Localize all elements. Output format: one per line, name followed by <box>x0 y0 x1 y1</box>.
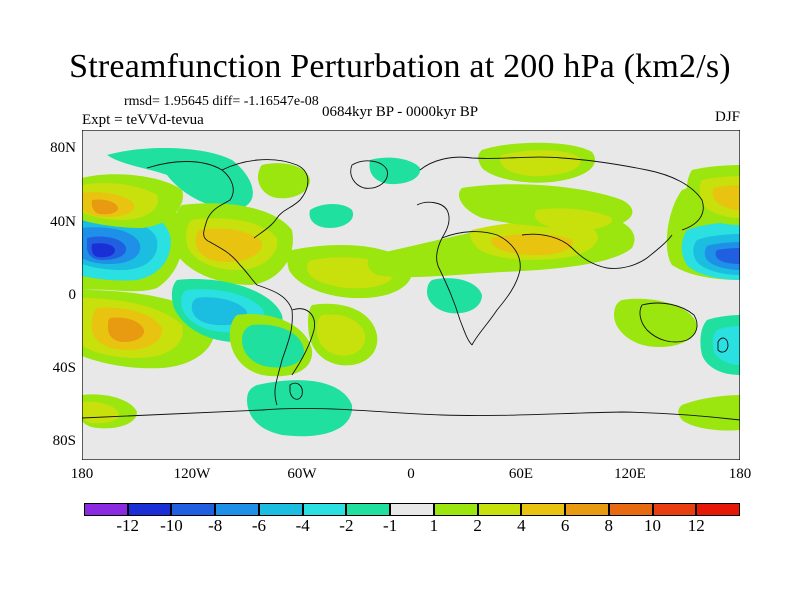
labelbar-label: 8 <box>604 516 614 535</box>
x-tick-label: 60W <box>287 466 317 482</box>
field-region <box>108 317 145 342</box>
labelbar-label: 4 <box>517 516 526 535</box>
field-region <box>242 324 304 368</box>
field-region <box>499 150 581 177</box>
coastline <box>146 161 258 286</box>
labelbar-label: -4 <box>295 516 310 535</box>
field-region <box>712 185 740 210</box>
field-region <box>490 233 573 256</box>
labelbar-box <box>346 503 391 516</box>
coastline <box>717 337 729 353</box>
labelbar-box <box>84 503 128 516</box>
field-region <box>91 243 115 258</box>
coastline <box>291 308 315 376</box>
labelbar-box <box>171 503 216 516</box>
labelbar-box <box>302 503 347 516</box>
y-tick-label: 40S <box>52 360 76 376</box>
field-region <box>309 204 354 228</box>
experiment-label: Expt = teVVd-tevua <box>82 112 204 128</box>
labelbar-box <box>477 503 522 516</box>
labelbar-box <box>521 503 566 516</box>
x-tick-label: 120E <box>614 466 646 482</box>
map-plot <box>82 130 740 460</box>
field-region <box>316 314 366 356</box>
field-region <box>195 228 263 262</box>
coastline <box>221 159 309 239</box>
labelbar-box <box>390 503 434 516</box>
labelbar-box <box>258 503 303 516</box>
field-region <box>191 297 248 326</box>
y-tick-label: 0 <box>68 287 77 303</box>
field-region <box>534 208 613 230</box>
x-tick-label: 180 <box>728 466 752 482</box>
labelbar-box <box>565 503 609 516</box>
x-tick-label: 0 <box>407 466 415 482</box>
labelbar-label: 10 <box>644 516 662 535</box>
labelbar-box <box>696 503 740 516</box>
labelbar-label: -1 <box>383 516 398 535</box>
x-tick-label: 180 <box>70 466 94 482</box>
labelbar-label: 1 <box>429 516 439 535</box>
field-region <box>712 326 740 365</box>
coastline <box>289 382 303 400</box>
coastline <box>639 302 698 343</box>
coastline <box>521 233 673 269</box>
labelbar-box <box>127 503 172 516</box>
coastline <box>256 284 293 406</box>
field-region <box>107 148 253 209</box>
labelbar-box <box>433 503 478 516</box>
coastline <box>419 156 704 231</box>
labelbar-label: -10 <box>160 516 183 535</box>
field-region <box>257 163 310 199</box>
labelbar-box <box>215 503 259 516</box>
y-tick-label: 40N <box>50 214 76 230</box>
labelbar-label: -6 <box>251 516 266 535</box>
labelbar-label: -12 <box>116 516 140 535</box>
coastline <box>441 231 521 346</box>
field-region <box>91 199 118 215</box>
field-region <box>614 298 697 348</box>
stats-text: rmsd= 1.95645 diff= -1.16547e-08 <box>124 94 319 109</box>
contour-field <box>82 142 740 437</box>
x-tick-label: 120W <box>173 466 211 482</box>
y-tick-label: 80N <box>50 140 76 156</box>
labelbar-box <box>608 503 653 516</box>
field-region <box>678 395 740 431</box>
coastlines <box>82 156 740 421</box>
labelbar-label: 2 <box>473 516 482 535</box>
labelbar-label: -2 <box>339 516 354 535</box>
period-label: 0684kyr BP - 0000kyr BP <box>322 104 479 120</box>
chart-title: Streamfunction Perturbation at 200 hPa (… <box>69 48 731 85</box>
labelbar-label: 6 <box>560 516 570 535</box>
color-labelbar <box>84 503 740 516</box>
labelbar-box <box>652 503 697 516</box>
x-tick-label: 60E <box>508 466 534 482</box>
coastline <box>82 407 740 421</box>
coastline <box>350 160 388 189</box>
coastline <box>416 201 473 346</box>
field-region <box>427 278 482 314</box>
season-label: DJF <box>714 109 740 125</box>
labelbar-label: -8 <box>208 516 223 535</box>
field-region <box>715 248 740 264</box>
y-tick-label: 80S <box>52 433 76 449</box>
labelbar-label: 12 <box>687 516 705 535</box>
